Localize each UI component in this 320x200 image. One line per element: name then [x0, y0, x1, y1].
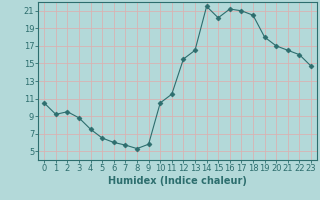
X-axis label: Humidex (Indice chaleur): Humidex (Indice chaleur)	[108, 176, 247, 186]
